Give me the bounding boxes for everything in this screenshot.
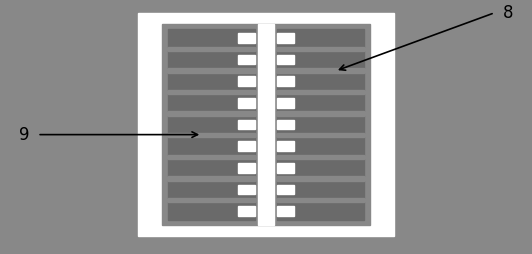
- Bar: [238, 120, 255, 129]
- Bar: [168, 90, 255, 94]
- Bar: [168, 181, 255, 198]
- Bar: [277, 185, 294, 194]
- Bar: [277, 181, 364, 198]
- Bar: [168, 72, 255, 90]
- Bar: [168, 46, 255, 51]
- Bar: [168, 94, 255, 112]
- Bar: [277, 98, 294, 108]
- Text: 9: 9: [19, 126, 29, 144]
- Bar: [168, 112, 255, 116]
- Bar: [162, 24, 370, 225]
- Bar: [277, 133, 364, 137]
- Bar: [168, 155, 255, 159]
- Bar: [238, 185, 255, 194]
- Bar: [277, 72, 364, 90]
- Bar: [277, 159, 364, 177]
- Bar: [168, 29, 255, 46]
- Bar: [238, 141, 255, 151]
- Bar: [238, 206, 255, 216]
- Bar: [168, 137, 255, 155]
- Bar: [277, 51, 364, 68]
- Bar: [168, 198, 255, 202]
- Bar: [277, 76, 294, 86]
- Bar: [277, 177, 364, 181]
- Bar: [168, 51, 255, 68]
- Bar: [277, 29, 364, 46]
- Bar: [277, 116, 364, 133]
- Bar: [168, 202, 255, 220]
- Bar: [277, 163, 294, 172]
- Bar: [238, 76, 255, 86]
- Bar: [277, 137, 364, 155]
- Bar: [168, 116, 255, 133]
- Bar: [277, 46, 364, 51]
- Bar: [277, 68, 364, 72]
- Bar: [277, 141, 294, 151]
- Bar: [277, 202, 364, 220]
- Text: 8: 8: [503, 4, 513, 22]
- Bar: [238, 98, 255, 108]
- Bar: [138, 13, 394, 236]
- Bar: [277, 198, 364, 202]
- Bar: [238, 163, 255, 172]
- Bar: [277, 120, 294, 129]
- Bar: [168, 133, 255, 137]
- Bar: [277, 33, 294, 43]
- Bar: [277, 55, 294, 64]
- Bar: [168, 177, 255, 181]
- Bar: [257, 24, 275, 225]
- Bar: [238, 55, 255, 64]
- Bar: [277, 112, 364, 116]
- Bar: [277, 155, 364, 159]
- Bar: [168, 68, 255, 72]
- Bar: [277, 94, 364, 112]
- Bar: [277, 206, 294, 216]
- Bar: [168, 159, 255, 177]
- Bar: [277, 90, 364, 94]
- Bar: [238, 33, 255, 43]
